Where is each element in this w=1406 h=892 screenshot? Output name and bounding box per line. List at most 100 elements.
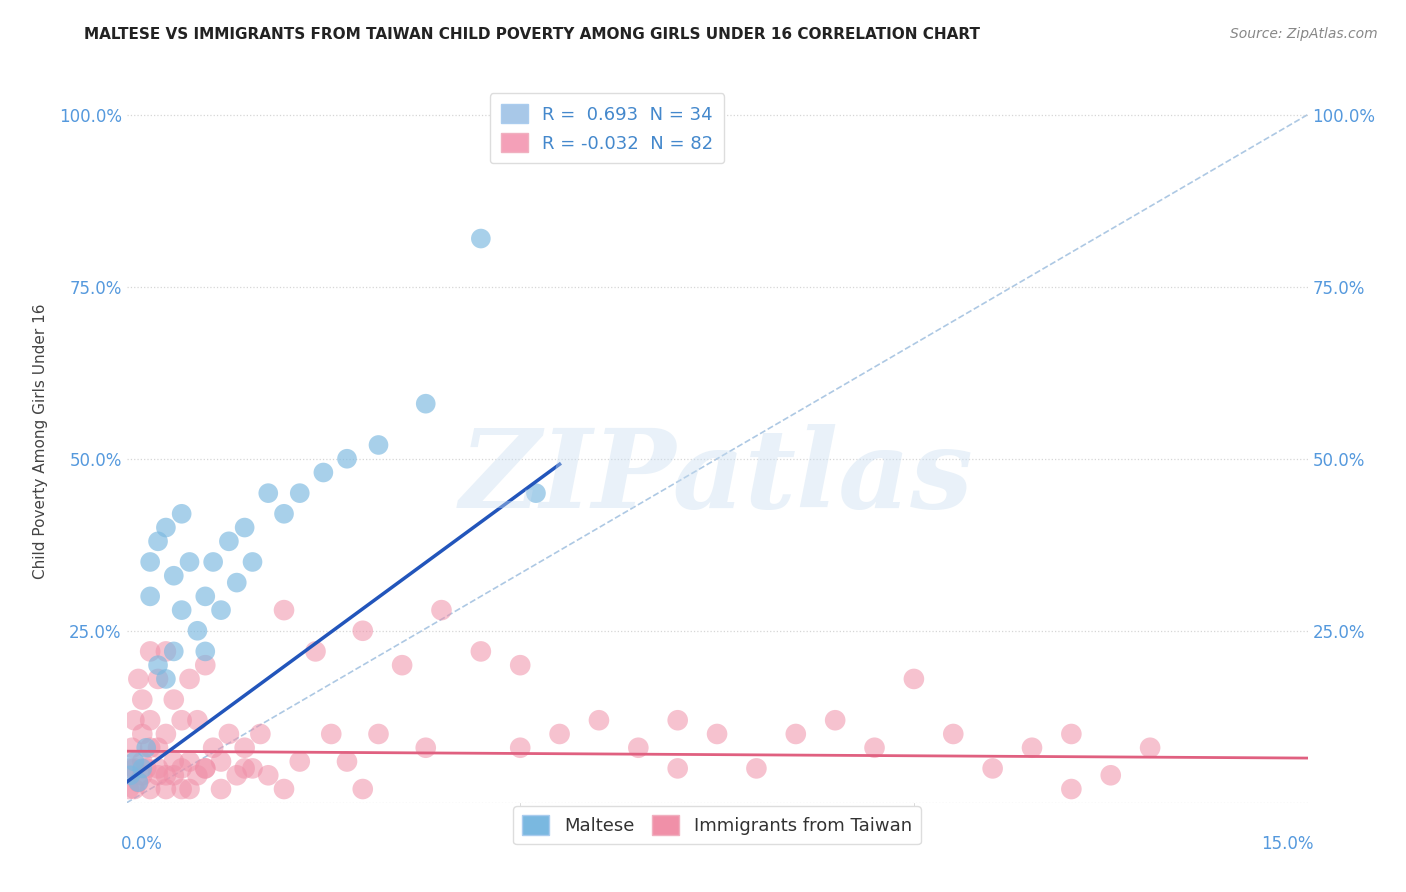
Point: [118, 782, 141, 797]
Point: [1099, 768, 1122, 782]
Point: [824, 713, 846, 727]
Point: [666, 761, 689, 775]
Point: [785, 727, 807, 741]
Point: [524, 486, 547, 500]
Point: [304, 644, 326, 658]
Point: [155, 782, 177, 797]
Point: [194, 761, 217, 775]
Point: [146, 740, 169, 755]
Point: [186, 768, 208, 782]
Point: [706, 727, 728, 741]
Point: [170, 603, 193, 617]
Point: [179, 672, 201, 686]
Point: [179, 782, 201, 797]
Point: [124, 782, 146, 797]
Point: [146, 761, 169, 775]
Point: [163, 568, 186, 582]
Point: [242, 761, 264, 775]
Point: [131, 755, 153, 769]
Point: [163, 644, 186, 658]
Point: [170, 507, 193, 521]
Point: [367, 438, 389, 452]
Point: [135, 761, 157, 775]
Text: 15.0%: 15.0%: [1261, 835, 1313, 854]
Point: [179, 555, 201, 569]
Point: [194, 761, 217, 775]
Point: [120, 761, 142, 775]
Point: [202, 555, 225, 569]
Point: [155, 672, 177, 686]
Point: [903, 672, 925, 686]
Point: [170, 713, 193, 727]
Point: [233, 740, 256, 755]
Point: [352, 782, 374, 797]
Point: [209, 755, 232, 769]
Point: [121, 740, 143, 755]
Point: [120, 768, 142, 782]
Point: [124, 755, 146, 769]
Point: [170, 761, 193, 775]
Point: [179, 755, 201, 769]
Point: [127, 775, 149, 789]
Point: [1060, 782, 1083, 797]
Text: 0.0%: 0.0%: [121, 835, 163, 854]
Point: [666, 713, 689, 727]
Point: [146, 768, 169, 782]
Point: [139, 740, 162, 755]
Point: [155, 727, 177, 741]
Point: [131, 692, 153, 706]
Point: [155, 644, 177, 658]
Point: [124, 761, 146, 775]
Point: [273, 507, 295, 521]
Point: [430, 603, 453, 617]
Point: [336, 755, 359, 769]
Point: [218, 727, 240, 741]
Point: [249, 727, 271, 741]
Point: [209, 603, 232, 617]
Point: [1021, 740, 1043, 755]
Point: [131, 768, 153, 782]
Point: [288, 486, 311, 500]
Point: [186, 624, 208, 638]
Point: [312, 466, 335, 480]
Point: [470, 644, 492, 658]
Point: [321, 727, 343, 741]
Point: [155, 768, 177, 782]
Point: [163, 692, 186, 706]
Point: [509, 740, 531, 755]
Point: [146, 672, 169, 686]
Point: [194, 644, 217, 658]
Point: [194, 590, 217, 604]
Text: Source: ZipAtlas.com: Source: ZipAtlas.com: [1230, 27, 1378, 41]
Text: MALTESE VS IMMIGRANTS FROM TAIWAN CHILD POVERTY AMONG GIRLS UNDER 16 CORRELATION: MALTESE VS IMMIGRANTS FROM TAIWAN CHILD …: [84, 27, 980, 42]
Point: [257, 768, 280, 782]
Legend: Maltese, Immigrants from Taiwan: Maltese, Immigrants from Taiwan: [513, 806, 921, 845]
Text: ZIPatlas: ZIPatlas: [460, 424, 974, 532]
Point: [627, 740, 650, 755]
Point: [509, 658, 531, 673]
Point: [146, 534, 169, 549]
Y-axis label: Child Poverty Among Girls Under 16: Child Poverty Among Girls Under 16: [32, 304, 48, 579]
Point: [415, 397, 437, 411]
Point: [242, 555, 264, 569]
Point: [336, 451, 359, 466]
Point: [218, 534, 240, 549]
Point: [1139, 740, 1161, 755]
Point: [548, 727, 571, 741]
Point: [163, 768, 186, 782]
Point: [139, 555, 162, 569]
Point: [139, 644, 162, 658]
Point: [127, 672, 149, 686]
Point: [863, 740, 886, 755]
Point: [391, 658, 413, 673]
Point: [470, 231, 492, 245]
Point: [352, 624, 374, 638]
Point: [139, 713, 162, 727]
Point: [139, 782, 162, 797]
Point: [127, 775, 149, 789]
Point: [745, 761, 768, 775]
Point: [273, 603, 295, 617]
Point: [155, 520, 177, 534]
Point: [135, 740, 157, 755]
Point: [415, 740, 437, 755]
